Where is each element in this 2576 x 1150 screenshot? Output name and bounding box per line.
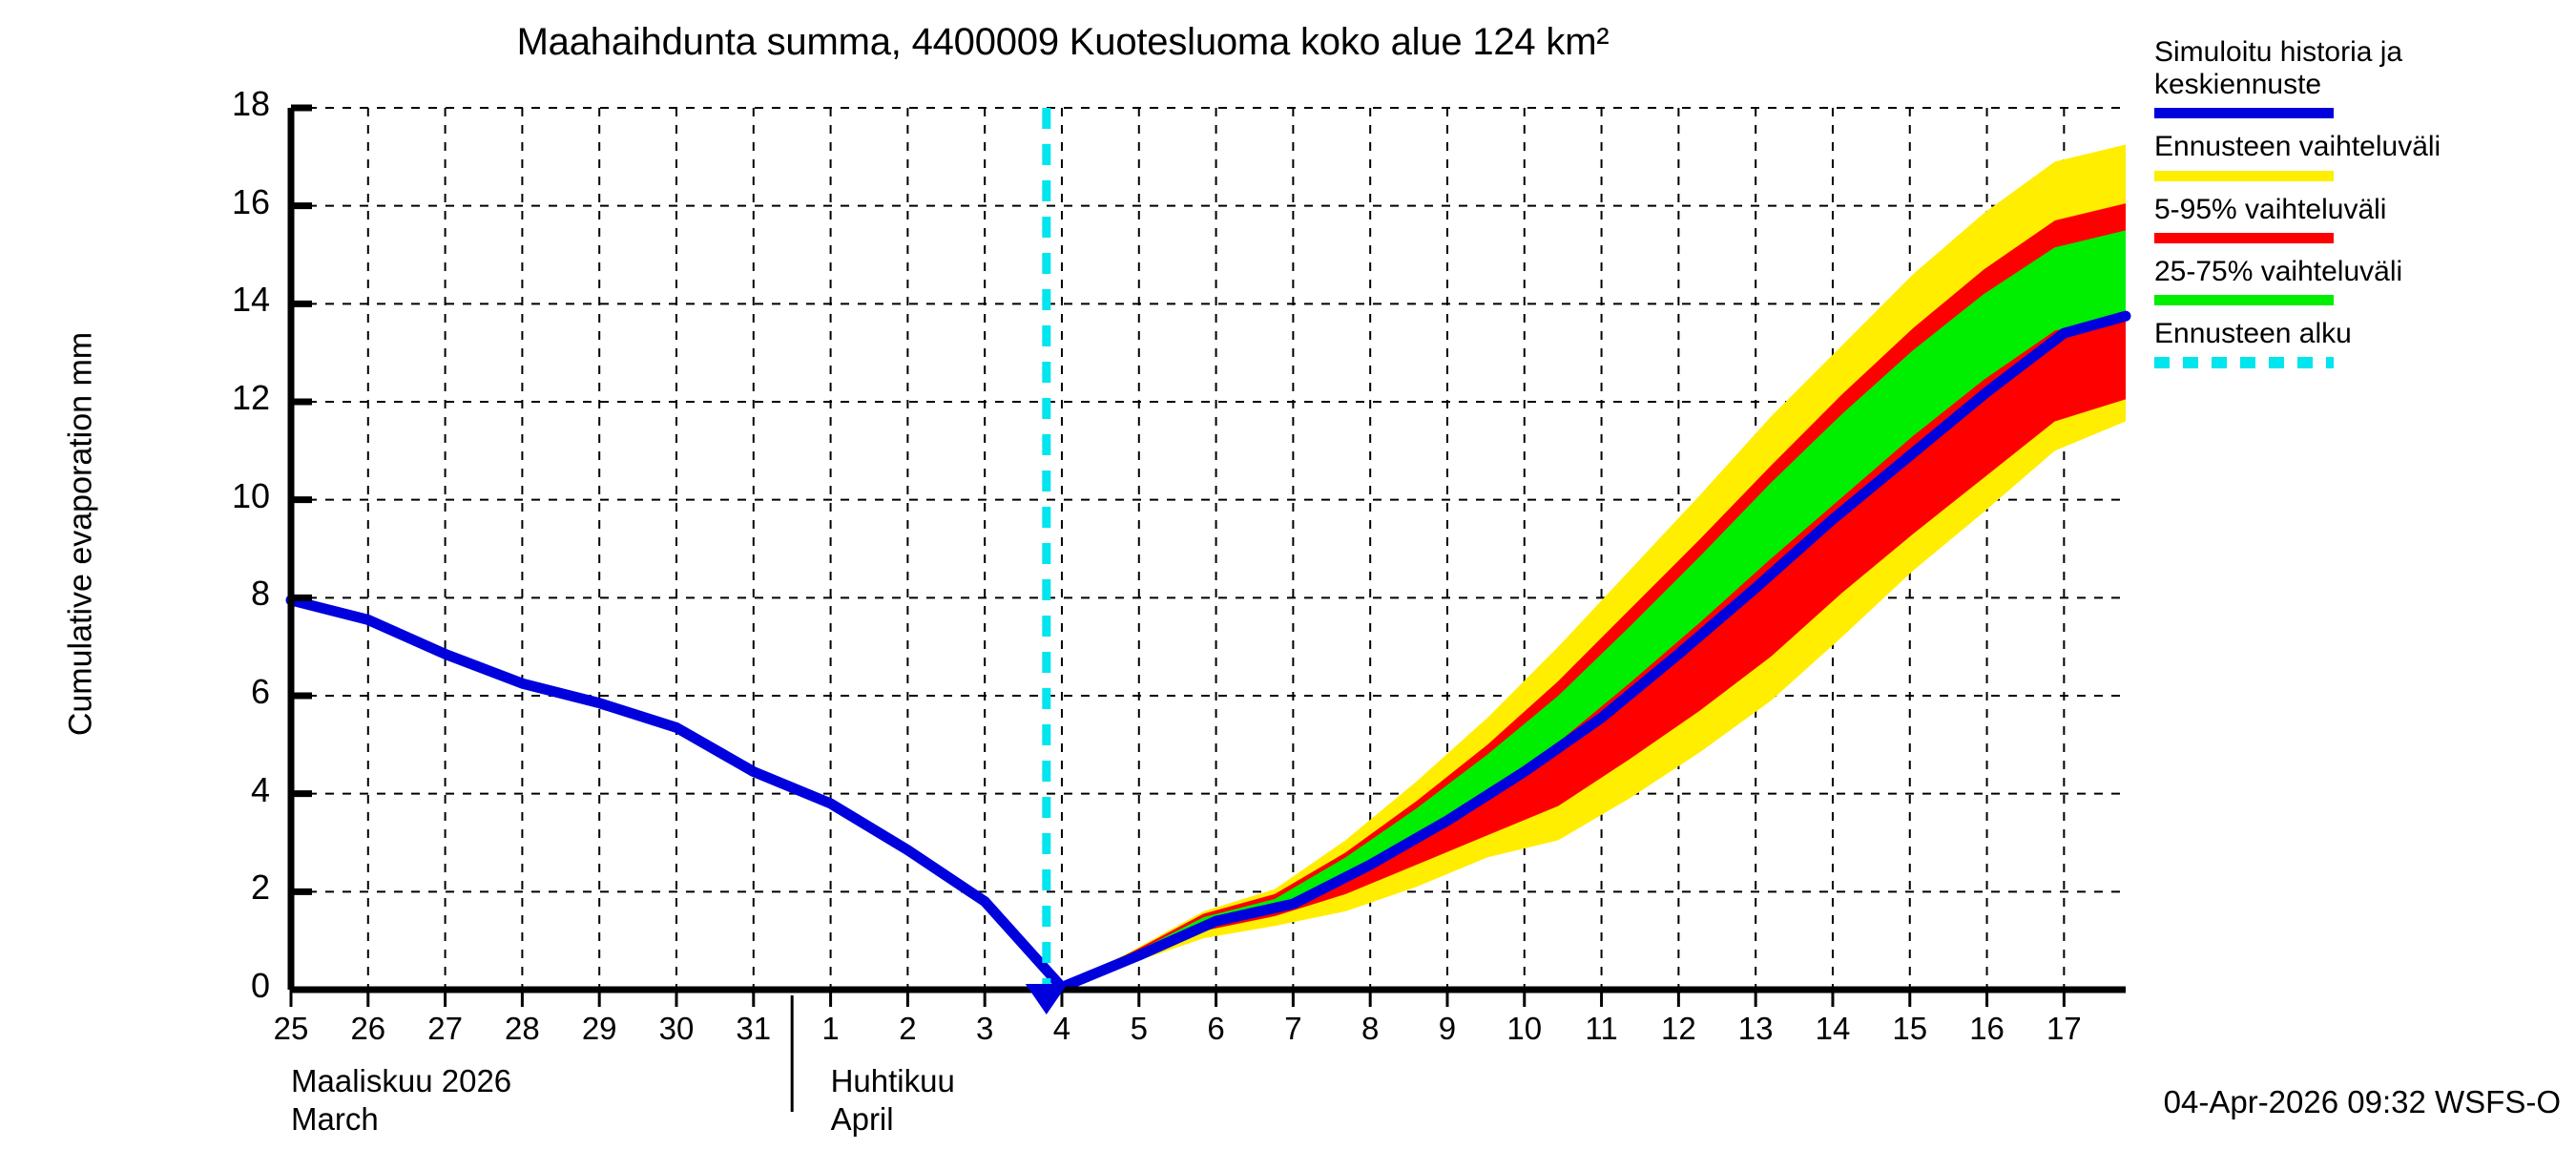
x-tick-label: 17: [2046, 1011, 2082, 1046]
x-tick-label: 29: [581, 1011, 617, 1046]
legend-simulated-history[interactable]: Simuloitu historia ja keskiennuste: [2154, 36, 2574, 119]
legend-label: Ennusteen alku: [2154, 317, 2352, 349]
y-tick-label: 14: [231, 280, 270, 320]
series-line-simulated-history: [285, 310, 2131, 993]
x-tick-label: 14: [1815, 1011, 1851, 1046]
legend-swatch-solid: [2154, 232, 2334, 243]
legend-forecast-range[interactable]: Ennusteen vaihteluväli: [2154, 131, 2574, 181]
x-tick-label: 25: [273, 1011, 309, 1046]
forecast-start-marker: [1025, 984, 1068, 1014]
y-tick-label: 16: [231, 181, 270, 221]
x-tick-label: 27: [427, 1011, 463, 1046]
forecast-bands: [1061, 144, 2126, 988]
x-tick-label: 10: [1506, 1011, 1543, 1046]
y-tick-label: 12: [231, 378, 270, 417]
month-label-line1: Huhtikuu: [830, 1063, 955, 1098]
x-tick-label: 4: [1052, 1011, 1071, 1046]
x-tick-label: 3: [975, 1011, 994, 1046]
axis-lines: [287, 104, 2126, 1112]
x-tick-label: 30: [658, 1011, 695, 1046]
x-tick-label: 9: [1438, 1011, 1457, 1046]
x-tick-label: 5: [1130, 1011, 1148, 1046]
legend-label: 5-95% vaihteluväli: [2154, 193, 2387, 225]
y-tick-label: 10: [231, 475, 270, 515]
legend-label: Ennusteen vaihteluväli: [2154, 131, 2441, 163]
x-tick-label: 11: [1585, 1011, 1618, 1046]
x-tick-label: 7: [1284, 1011, 1302, 1046]
y-tick-label: 18: [231, 84, 270, 123]
legend-swatch-solid: [2154, 170, 2334, 181]
y-tick-label: 2: [250, 868, 270, 908]
x-tick-label: 2: [899, 1011, 917, 1046]
band-full-range: [1061, 144, 2126, 988]
chart-legend: Simuloitu historia ja keskiennuste Ennust…: [2154, 36, 2574, 381]
x-tick-label: 26: [350, 1011, 386, 1046]
month-label-line1: Maaliskuu 2026: [291, 1063, 512, 1098]
legend-swatch-solid: [2154, 294, 2334, 305]
x-tick-label: 8: [1361, 1011, 1380, 1046]
month-label-line2: April: [830, 1101, 894, 1138]
x-tick-label: 15: [1892, 1011, 1928, 1046]
x-tick-label: 28: [505, 1011, 540, 1046]
month-label-april: Huhtikuu April: [831, 1062, 955, 1140]
legend-label: 25-75% vaihteluväli: [2154, 255, 2403, 287]
y-tick-label: 8: [250, 574, 270, 614]
x-tick-label: 31: [736, 1011, 772, 1046]
chart-title: Maahaihdunta summa, 4400009 Kuotesluoma …: [516, 21, 1610, 63]
legend-25-75-range[interactable]: 25-75% vaihteluväli: [2154, 256, 2574, 305]
legend-swatch-solid: [2154, 108, 2334, 119]
y-tick-label: 0: [250, 966, 270, 1005]
legend-swatch-dashed: [2154, 357, 2334, 369]
x-tick-label: 1: [821, 1011, 840, 1046]
band-25-75: [1061, 230, 2126, 988]
x-tick-label: 13: [1737, 1011, 1774, 1046]
x-tick-label: 16: [1969, 1011, 2005, 1046]
legend-5-95-range[interactable]: 5-95% vaihteluväli: [2154, 194, 2574, 243]
legend-label: Simuloitu historia ja keskiennuste: [2154, 36, 2403, 101]
x-tick-label: 6: [1207, 1011, 1225, 1046]
footer-timestamp: 04-Apr-2026 09:32 WSFS-O: [2163, 1084, 2561, 1119]
y-tick-label: 6: [250, 672, 270, 711]
legend-forecast-start[interactable]: Ennusteen alku: [2154, 317, 2574, 369]
y-tick-label: 4: [250, 769, 270, 809]
month-label-line2: March: [291, 1101, 379, 1138]
month-label-march: Maaliskuu 2026 March: [291, 1062, 511, 1140]
x-tick-label: 12: [1661, 1011, 1696, 1046]
